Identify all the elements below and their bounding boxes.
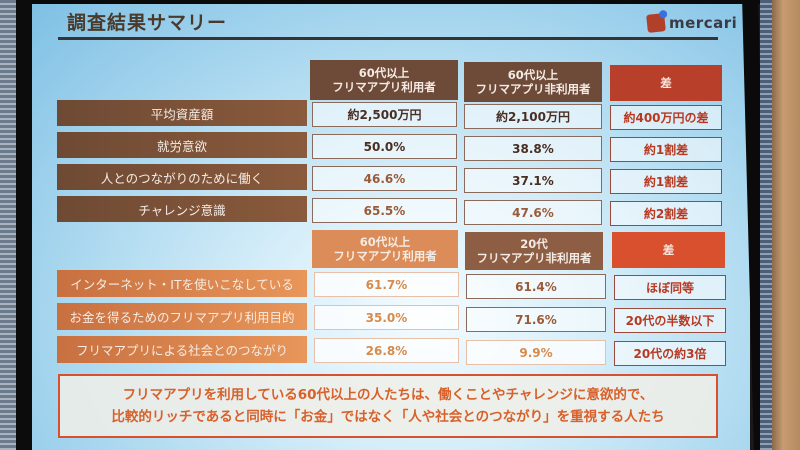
header-line: フリマアプリ非利用者	[475, 82, 591, 96]
t1-row-1-users: 50.0%	[312, 134, 457, 159]
t1-row-2-users: 46.6%	[312, 166, 457, 191]
background-left	[0, 0, 16, 450]
t2-header-non-users: 20代 フリマアプリ非利用者	[465, 232, 603, 270]
header-line: 60代以上	[358, 66, 410, 80]
t2-row-2-users: 26.8%	[314, 338, 459, 363]
header-line: 60代以上	[507, 68, 559, 82]
summary-box: フリマアプリを利用している60代以上の人たちは、働くことやチャレンジに意欲的で、…	[58, 374, 718, 438]
t2-row-0-users: 61.7%	[314, 272, 459, 297]
t1-row-3-diff: 約2割差	[610, 201, 722, 226]
t1-row-3-users: 65.5%	[312, 198, 457, 223]
header-line: 差	[660, 76, 672, 90]
t2-row-1-non-users: 71.6%	[466, 307, 606, 332]
t1-row-1-diff: 約1割差	[610, 137, 722, 162]
t2-header-diff: 差	[612, 232, 725, 268]
screen-frame-left	[16, 0, 32, 450]
t2-row-2-non-users: 9.9%	[466, 340, 606, 365]
mercari-box-icon	[646, 13, 666, 33]
t2-row-0-diff: ほぼ同等	[614, 275, 726, 300]
presentation-slide: 調査結果サマリー mercari 60代以上 フリマアプリ利用者 60代以上 フ…	[32, 4, 750, 450]
t1-row-1-non-users: 38.8%	[464, 136, 602, 161]
t1-row-2-non-users: 37.1%	[464, 168, 602, 193]
background-wall	[772, 0, 800, 450]
logo-text: mercari	[669, 14, 738, 32]
header-line: フリマアプリ利用者	[332, 80, 436, 94]
t1-row-label-2: 人とのつながりのために働く	[57, 164, 307, 190]
background-right-strip	[760, 0, 772, 450]
t1-row-label-1: 就労意欲	[57, 132, 307, 158]
t1-row-label-3: チャレンジ意識	[57, 196, 307, 222]
t2-row-2-diff: 20代の約3倍	[614, 341, 726, 366]
header-line: 差	[662, 243, 675, 257]
screen-top-edge	[0, 0, 800, 4]
summary-line-2: 比較的リッチであると同時に「お金」ではなく「人や社会とのつながり」を重視する人た…	[111, 409, 665, 425]
t2-row-label-2: フリマアプリによる社会とのつながり	[57, 336, 307, 363]
mercari-logo: mercari	[646, 13, 738, 33]
title-divider	[58, 37, 718, 40]
t2-row-1-users: 35.0%	[314, 305, 459, 330]
header-line: 60代以上	[359, 235, 411, 249]
t1-row-0-diff: 約400万円の差	[610, 105, 722, 130]
header-line: フリマアプリ非利用者	[476, 251, 592, 265]
t1-header-users: 60代以上 フリマアプリ利用者	[310, 60, 458, 100]
header-line: 20代	[520, 237, 548, 251]
t2-row-label-0: インターネット・ITを使いこなしている	[57, 270, 307, 297]
t1-row-label-0: 平均資産額	[57, 100, 307, 126]
t1-row-3-non-users: 47.6%	[464, 200, 602, 225]
t1-row-0-non-users: 約2,100万円	[464, 104, 602, 129]
t1-row-0-users: 約2,500万円	[312, 102, 457, 127]
t1-header-diff: 差	[610, 65, 722, 101]
slide-title: 調査結果サマリー	[67, 12, 228, 34]
t2-row-label-1: お金を得るためのフリマアプリ利用目的	[57, 303, 307, 330]
t2-header-users: 60代以上 フリマアプリ利用者	[312, 230, 458, 268]
header-line: フリマアプリ利用者	[333, 249, 437, 263]
t1-header-non-users: 60代以上 フリマアプリ非利用者	[464, 62, 602, 102]
summary-line-1: フリマアプリを利用している60代以上の人たちは、働くことやチャレンジに意欲的で、	[122, 387, 654, 403]
t1-row-2-diff: 約1割差	[610, 169, 722, 194]
t2-row-1-diff: 20代の半数以下	[614, 308, 726, 333]
t2-row-0-non-users: 61.4%	[466, 274, 606, 299]
